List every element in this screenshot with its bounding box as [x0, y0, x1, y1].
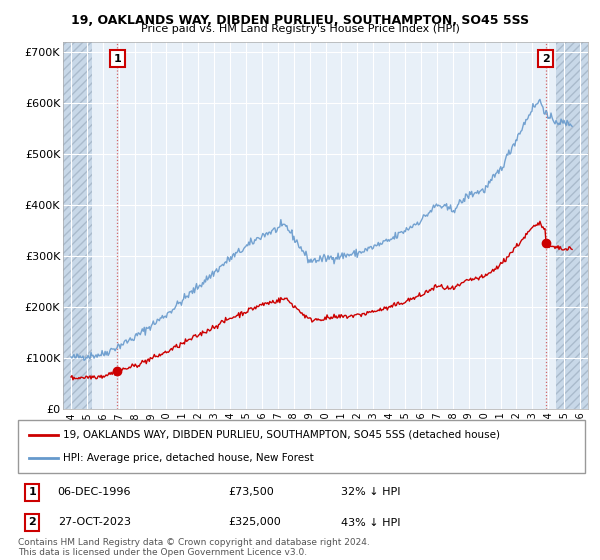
Text: 2: 2 — [542, 54, 550, 63]
Text: HPI: Average price, detached house, New Forest: HPI: Average price, detached house, New … — [64, 453, 314, 463]
Text: 1: 1 — [28, 487, 36, 497]
Text: £73,500: £73,500 — [228, 487, 274, 497]
Text: 32% ↓ HPI: 32% ↓ HPI — [341, 487, 401, 497]
Text: 43% ↓ HPI: 43% ↓ HPI — [341, 517, 401, 528]
Bar — [63, 42, 92, 409]
FancyBboxPatch shape — [18, 420, 585, 473]
Text: 2: 2 — [28, 517, 36, 528]
Text: Contains HM Land Registry data © Crown copyright and database right 2024.
This d: Contains HM Land Registry data © Crown c… — [18, 538, 370, 557]
Text: 1: 1 — [113, 54, 121, 63]
Bar — [63, 42, 92, 409]
Text: 27-OCT-2023: 27-OCT-2023 — [58, 517, 131, 528]
Text: 19, OAKLANDS WAY, DIBDEN PURLIEU, SOUTHAMPTON, SO45 5SS (detached house): 19, OAKLANDS WAY, DIBDEN PURLIEU, SOUTHA… — [64, 430, 500, 440]
Bar — [556, 42, 588, 409]
Bar — [556, 42, 588, 409]
Text: £325,000: £325,000 — [228, 517, 281, 528]
Text: 06-DEC-1996: 06-DEC-1996 — [58, 487, 131, 497]
Text: Price paid vs. HM Land Registry's House Price Index (HPI): Price paid vs. HM Land Registry's House … — [140, 24, 460, 34]
Text: 19, OAKLANDS WAY, DIBDEN PURLIEU, SOUTHAMPTON, SO45 5SS: 19, OAKLANDS WAY, DIBDEN PURLIEU, SOUTHA… — [71, 14, 529, 27]
